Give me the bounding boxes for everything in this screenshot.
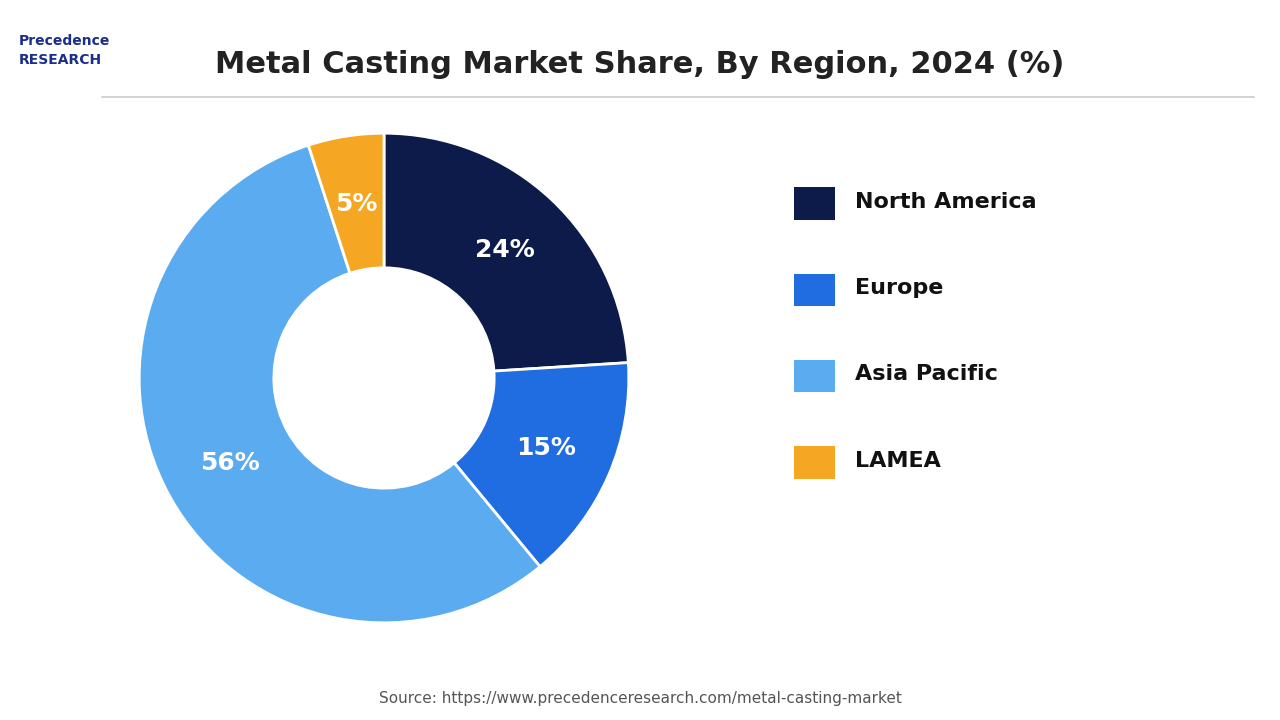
Wedge shape bbox=[384, 133, 628, 371]
Text: 24%: 24% bbox=[475, 238, 535, 261]
Text: Europe: Europe bbox=[855, 278, 943, 298]
Text: Precedence
RESEARCH: Precedence RESEARCH bbox=[19, 34, 110, 67]
Text: 56%: 56% bbox=[200, 451, 260, 475]
Wedge shape bbox=[140, 145, 540, 623]
Text: Metal Casting Market Share, By Region, 2024 (%): Metal Casting Market Share, By Region, 2… bbox=[215, 50, 1065, 79]
Text: LAMEA: LAMEA bbox=[855, 451, 941, 471]
Wedge shape bbox=[454, 363, 628, 567]
Text: Asia Pacific: Asia Pacific bbox=[855, 364, 998, 384]
Text: 15%: 15% bbox=[516, 436, 576, 460]
Wedge shape bbox=[308, 133, 384, 273]
Text: North America: North America bbox=[855, 192, 1037, 212]
Text: Source: https://www.precedenceresearch.com/metal-casting-market: Source: https://www.precedenceresearch.c… bbox=[379, 691, 901, 706]
Text: 5%: 5% bbox=[335, 192, 378, 216]
